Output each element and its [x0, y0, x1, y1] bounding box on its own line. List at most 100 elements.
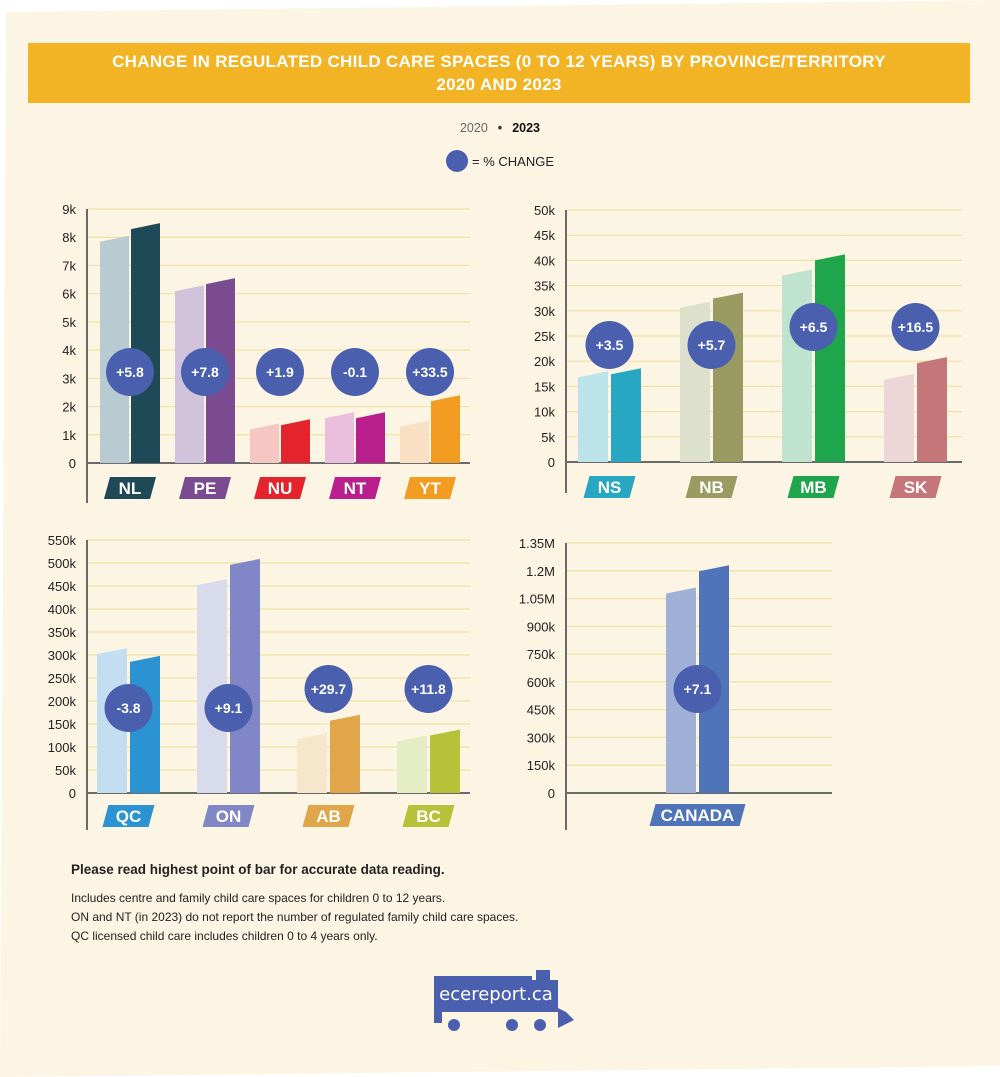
y-tick-label: 4k [62, 343, 76, 358]
category-label-sk: SK [904, 478, 928, 497]
bar-2020-nl [100, 235, 129, 463]
category-label-yt: YT [419, 479, 441, 498]
category-label-mb: MB [800, 478, 826, 497]
y-tick-label: 0 [548, 786, 555, 801]
change-bubble [331, 348, 379, 396]
title-banner: CHANGE IN REGULATED CHILD CARE SPACES (0… [28, 43, 970, 103]
title-line-1: CHANGE IN REGULATED CHILD CARE SPACES (0… [112, 52, 886, 71]
change-bubble [406, 348, 454, 396]
change-bubble [204, 684, 253, 732]
y-tick-label: 150k [48, 717, 77, 732]
category-label-bg [302, 805, 355, 827]
bar-2023-ns [611, 368, 641, 462]
logo-text: ecereport.ca [439, 984, 553, 1005]
change-legend: = % CHANGE [0, 150, 1000, 172]
note-line-3: QC licensed child care includes children… [71, 929, 378, 943]
change-bubble-label: +6.5 [800, 319, 828, 335]
change-bubble [687, 321, 736, 369]
logo[interactable]: ecereport.ca [434, 968, 574, 1034]
category-label-qc: QC [116, 807, 142, 826]
change-bubble-label: +5.8 [116, 364, 144, 380]
change-bubble [104, 684, 153, 732]
y-tick-label: 15k [534, 379, 555, 394]
legend-year-2020: 2020 [459, 121, 488, 135]
y-tick-label: 450k [48, 579, 77, 594]
category-label-ab: AB [316, 807, 341, 826]
y-tick-label: 45k [534, 228, 555, 243]
legend-year-2023: 2023 [512, 121, 540, 135]
y-tick-label: 500k [48, 556, 77, 571]
category-label-nu: NU [268, 479, 293, 498]
y-tick-label: 30k [534, 304, 555, 319]
y-tick-label: 400k [48, 602, 77, 617]
category-label-bg [583, 476, 636, 498]
y-tick-label: 450k [527, 703, 556, 718]
bar-2020-ab [297, 733, 327, 793]
y-tick-label: 25k [534, 329, 555, 344]
chart-panel-3: 0 50k 100k 150k 200k 250k 300k 350k 400k 450k 500k… [48, 533, 470, 830]
category-label-nt: NT [344, 479, 367, 498]
category-label-bg [402, 805, 455, 827]
change-bubble [673, 665, 722, 713]
category-label-bg [685, 476, 738, 498]
category-label-nb: NB [699, 478, 724, 497]
change-bubble-label: +11.8 [411, 681, 446, 697]
bar-2020-bc [397, 735, 427, 793]
bar-2023-nb [713, 292, 743, 462]
y-tick-label: 7k [62, 258, 76, 273]
change-bubble-label: +1.9 [266, 364, 294, 380]
bar-2023-bc [430, 729, 460, 793]
change-legend-label: = % CHANGE [472, 153, 554, 169]
bar-2020-yt [400, 420, 429, 463]
category-label-bg [889, 476, 942, 498]
bar-2020-nt [325, 412, 354, 463]
change-bubble-label: +9.1 [215, 700, 243, 716]
bar-2023-on [230, 558, 260, 793]
y-tick-label: 0 [69, 456, 76, 471]
year-legend: 2020 • 2023 [0, 121, 1000, 135]
y-tick-label: 1.2M [526, 564, 555, 579]
change-bubble [891, 303, 940, 351]
y-tick-label: 350k [48, 625, 77, 640]
notes-heading: Please read highest point of bar for acc… [71, 862, 445, 877]
bar-2020-ns [578, 371, 608, 462]
change-bubble-label: +33.5 [412, 364, 448, 380]
category-label-bg [329, 477, 381, 499]
y-tick-label: 5k [62, 315, 76, 330]
y-tick-label: 600k [527, 675, 556, 690]
y-tick-label: 35k [534, 279, 555, 294]
category-label-ns: NS [598, 478, 622, 497]
bar-2020-nu [250, 423, 279, 463]
bar-2023-nl [131, 223, 160, 463]
y-tick-label: 550k [48, 533, 77, 548]
y-tick-label: 1k [62, 428, 76, 443]
category-label-bc: BC [416, 807, 441, 826]
bar-2023-ab [330, 714, 360, 793]
y-tick-label: 40k [534, 253, 555, 268]
change-bubble-label: +16.5 [898, 319, 934, 335]
change-bubble [181, 348, 229, 396]
y-tick-label: 6k [62, 287, 76, 302]
legend-separator: • [497, 121, 503, 135]
change-bubble-label: +29.7 [311, 681, 347, 697]
category-label-nl: NL [119, 479, 142, 498]
y-tick-label: 3k [62, 371, 76, 386]
chart-panel-1: 0 1k 2k 3k 4k 5k 6k 7k 8k 9k NL +5.8 PE +7.8 NU +1.9 NT -… [62, 202, 470, 503]
y-tick-label: 8k [62, 230, 76, 245]
y-tick-label: 9k [62, 202, 76, 217]
y-tick-label: 100k [48, 740, 77, 755]
y-tick-label: 150k [527, 758, 556, 773]
y-tick-label: 0 [69, 786, 76, 801]
train-logo-icon [434, 970, 574, 1033]
y-tick-label: 300k [527, 730, 556, 745]
y-tick-label: 50k [55, 763, 76, 778]
title-line-2: 2020 AND 2023 [436, 75, 562, 94]
change-bubble-label: +3.5 [596, 337, 624, 353]
category-label-pe: PE [194, 479, 217, 498]
category-label-bg [202, 805, 255, 827]
change-bubble-label: -0.1 [343, 364, 367, 380]
category-label-bg [254, 477, 306, 499]
y-tick-label: 20k [534, 354, 555, 369]
y-tick-label: 250k [48, 671, 77, 686]
